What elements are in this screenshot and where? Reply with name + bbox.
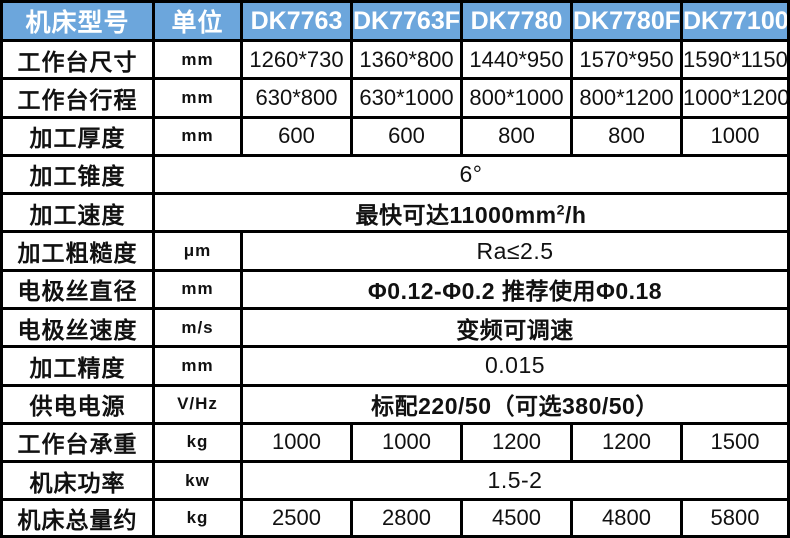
row-merged-value-5: 最快可达11000mm2/h: [152, 192, 790, 231]
table-row: 电极丝直径 mm Φ0.12-Φ0.2 推荐使用Φ0.18: [0, 268, 790, 307]
cell-r1-c5: 1590*1150: [680, 39, 790, 78]
table-row: 加工厚度 mm 600 600 800 800 1000: [0, 115, 790, 154]
row-merged-value-8: 变频可调速: [240, 306, 790, 346]
table-row: 加工精度 mm 0.015: [0, 345, 790, 384]
table-row: 加工粗糙度 μm Ra≤2.5: [0, 230, 790, 269]
row-label-3: 加工厚度: [0, 115, 152, 154]
row-unit-13: kg: [152, 498, 240, 538]
table-row: 加工锥度 6°: [0, 153, 790, 193]
row-unit-6: μm: [152, 230, 240, 269]
row-unit-8: m/s: [152, 306, 240, 346]
row-unit-11: kg: [152, 421, 240, 461]
row-label-5: 加工速度: [0, 192, 152, 231]
row-label-4: 加工锥度: [0, 153, 152, 193]
row-label-10: 供电电源: [0, 383, 152, 422]
cell-r11-c4: 1200: [570, 421, 680, 461]
row-unit-7: mm: [152, 268, 240, 307]
cell-r1-c2: 1360*800: [350, 39, 460, 78]
cell-r2-c5: 1000*1200: [680, 77, 790, 116]
table-row: 电极丝速度 m/s 变频可调速: [0, 306, 790, 346]
table-row: 加工速度 最快可达11000mm2/h: [0, 192, 790, 231]
row-label-11: 工作台承重: [0, 421, 152, 461]
cell-r2-c4: 800*1200: [570, 77, 680, 116]
cell-r11-c1: 1000: [240, 421, 350, 461]
cell-r11-c2: 1000: [350, 421, 460, 461]
cell-r11-c3: 1200: [460, 421, 570, 461]
cell-r2-c2: 630*1000: [350, 77, 460, 116]
cell-r1-c4: 1570*950: [570, 39, 680, 78]
row-unit-12: kw: [152, 460, 240, 499]
table-row: 机床功率 kw 1.5-2: [0, 460, 790, 499]
cell-r1-c3: 1440*950: [460, 39, 570, 78]
row-merged-value-10: 标配220/50（可选380/50）: [240, 383, 790, 422]
cell-r2-c3: 800*1000: [460, 77, 570, 116]
row-label-1: 工作台尺寸: [0, 39, 152, 78]
row-label-8: 电极丝速度: [0, 306, 152, 346]
table-row: 工作台承重 kg 1000 1000 1200 1200 1500: [0, 421, 790, 461]
cell-r13-c1: 2500: [240, 498, 350, 538]
header-cell-model-4: DK7780F: [570, 0, 680, 39]
cell-r3-c4: 800: [570, 115, 680, 154]
cell-r3-c2: 600: [350, 115, 460, 154]
cell-r13-c3: 4500: [460, 498, 570, 538]
row-label-13: 机床总量约: [0, 498, 152, 538]
row-label-12: 机床功率: [0, 460, 152, 499]
row-unit-2: mm: [152, 77, 240, 116]
cell-r3-c5: 1000: [680, 115, 790, 154]
header-cell-model-3: DK7780: [460, 0, 570, 39]
cell-r1-c1: 1260*730: [240, 39, 350, 78]
row-merged-value-4: 6°: [152, 153, 790, 193]
row-label-2: 工作台行程: [0, 77, 152, 116]
cell-r2-c1: 630*800: [240, 77, 350, 116]
row-merged-value-6: Ra≤2.5: [240, 230, 790, 269]
header-cell-model-5: DK77100: [680, 0, 790, 39]
cell-r13-c5: 5800: [680, 498, 790, 538]
header-cell-unit: 单位: [152, 0, 240, 39]
header-cell-model-2: DK7763F: [350, 0, 460, 39]
header-cell-model-1: DK7763: [240, 0, 350, 39]
row-label-6: 加工粗糙度: [0, 230, 152, 269]
row-merged-value-9: 0.015: [240, 345, 790, 384]
row-label-7: 电极丝直径: [0, 268, 152, 307]
row-label-9: 加工精度: [0, 345, 152, 384]
cell-r13-c2: 2800: [350, 498, 460, 538]
row-merged-value-12: 1.5-2: [240, 460, 790, 499]
row-unit-1: mm: [152, 39, 240, 78]
row-merged-value-7: Φ0.12-Φ0.2 推荐使用Φ0.18: [240, 268, 790, 307]
table-row: 工作台行程 mm 630*800 630*1000 800*1000 800*1200 10…: [0, 77, 790, 116]
cell-r3-c1: 600: [240, 115, 350, 154]
cell-r3-c3: 800: [460, 115, 570, 154]
row-unit-9: mm: [152, 345, 240, 384]
table-row: 工作台尺寸 mm 1260*730 1360*800 1440*950 1570*950 1…: [0, 39, 790, 78]
cell-r11-c5: 1500: [680, 421, 790, 461]
table-row: 机床总量约 kg 2500 2800 4500 4800 5800: [0, 498, 790, 538]
table-header-row: 机床型号 单位 DK7763 DK7763F DK7780 DK7780F DK77100: [0, 0, 790, 39]
cell-r13-c4: 4800: [570, 498, 680, 538]
header-cell-name: 机床型号: [0, 0, 152, 39]
table-row: 供电电源 V/Hz 标配220/50（可选380/50）: [0, 383, 790, 422]
row-unit-3: mm: [152, 115, 240, 154]
row-unit-10: V/Hz: [152, 383, 240, 422]
